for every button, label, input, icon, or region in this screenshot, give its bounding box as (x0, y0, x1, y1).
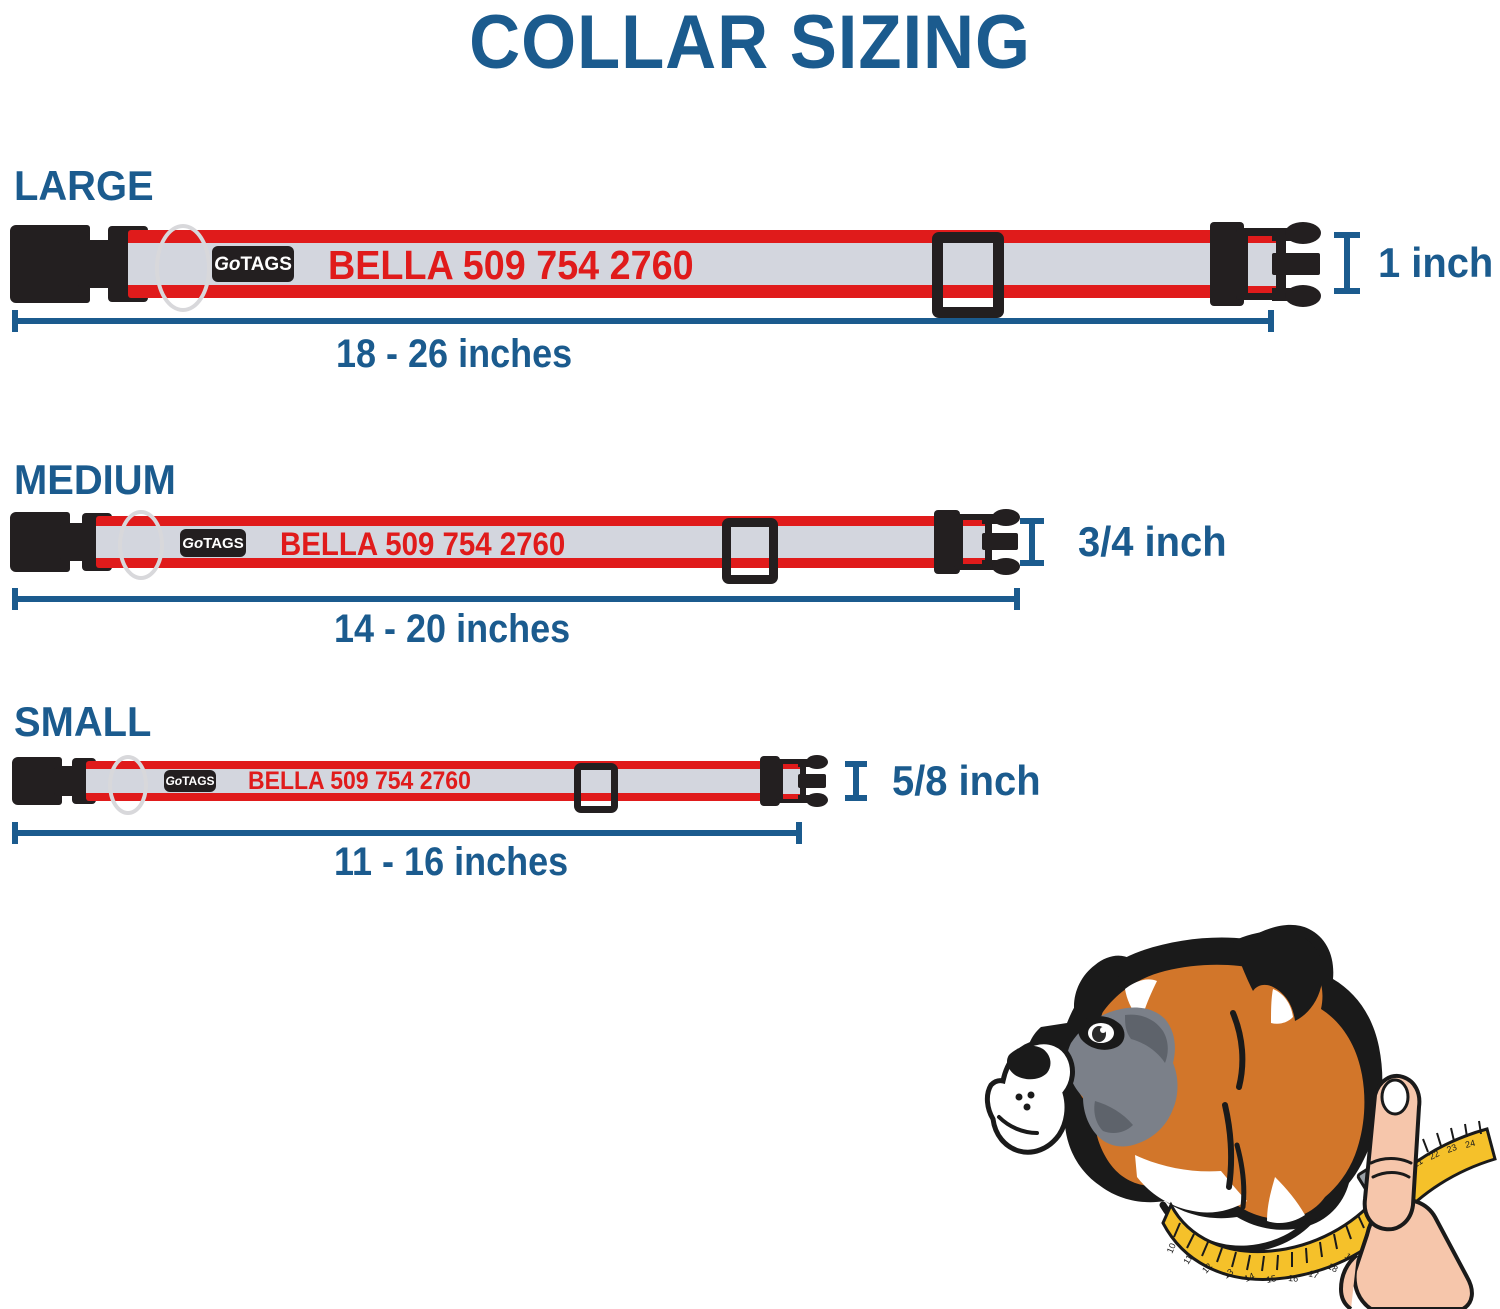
strap-inner-large (128, 243, 1238, 285)
length-dimension-large (12, 310, 1274, 332)
width-indicator-large (1334, 232, 1360, 294)
width-label-small: 5/8 inch (892, 757, 1041, 804)
slider-adjuster-small (574, 763, 618, 813)
logo-go-text: Go (182, 534, 204, 552)
size-label-large: LARGE (14, 162, 154, 209)
length-label-large: 18 - 26 inches (336, 332, 573, 376)
svg-text:24: 24 (1464, 1138, 1476, 1150)
dog-head-group (984, 924, 1383, 1253)
width-label-large: 1 inch (1378, 239, 1494, 286)
dog-neck-fold-2 (1222, 1102, 1235, 1190)
svg-text:23: 23 (1445, 1142, 1458, 1155)
length-label-medium: 14 - 20 inches (334, 607, 571, 651)
svg-text:13: 13 (1221, 1267, 1235, 1281)
dog-measuring-illustration: 10 11 12 13 14 15 16 17 18 19 20 21 22 2… (975, 905, 1500, 1309)
width-label-medium: 3/4 inch (1078, 518, 1227, 565)
svg-text:12: 12 (1200, 1261, 1214, 1275)
dog-chest-white (1135, 1155, 1247, 1213)
dog-ear-near (1233, 930, 1323, 1021)
dog-nose (1007, 1045, 1051, 1080)
dog-mask-shade (1125, 1014, 1168, 1063)
dog-chest-white-right (1267, 1177, 1305, 1223)
svg-text:14: 14 (1243, 1271, 1256, 1284)
dog-neck-fold (1230, 1010, 1246, 1090)
whisker-dot (1027, 1091, 1035, 1099)
collar-print-large: BELLA 509 754 2760 (328, 242, 694, 288)
d-ring-medium (118, 510, 164, 580)
logo-go-text: Go (214, 253, 241, 275)
d-ring-small (108, 755, 148, 815)
dog-neck-fold-3 (1234, 1142, 1247, 1210)
svg-text:10: 10 (1165, 1242, 1178, 1255)
logo-tags-text: TAGS (240, 253, 292, 275)
d-ring-large (155, 224, 211, 312)
svg-text:16: 16 (1288, 1273, 1299, 1284)
gotags-logo-patch-large: GoTAGS (212, 246, 294, 282)
logo-tags-text: TAGS (182, 774, 215, 788)
buckle-left-large (10, 225, 90, 303)
buckle-left-small (12, 757, 62, 805)
hand-thumb (1338, 1253, 1359, 1309)
gotags-logo-patch-small: GoTAGS (164, 770, 216, 792)
logo-tags-text: TAGS (203, 534, 244, 552)
page-title: COLLAR SIZING (469, 0, 1031, 85)
svg-text:15: 15 (1265, 1273, 1277, 1285)
knuckle-crease-2 (1371, 1171, 1411, 1179)
fingernail (1380, 1078, 1410, 1116)
whisker-dot (1015, 1093, 1023, 1101)
slider-adjuster-large (932, 232, 1004, 318)
slider-adjuster-medium (722, 518, 778, 584)
length-dimension-small (12, 822, 802, 844)
dog-jowl-line (997, 1115, 1039, 1135)
knuckle-crease (1369, 1157, 1413, 1165)
whisker-dot (1023, 1103, 1031, 1111)
dog-eye-glint (1100, 1027, 1106, 1033)
hand-index-finger (1362, 1074, 1422, 1232)
collar-print-medium: BELLA 509 754 2760 (280, 526, 566, 562)
gotags-logo-patch-medium: GoTAGS (180, 529, 246, 557)
logo-go-text: Go (165, 774, 183, 788)
dog-ear-highlight (1271, 989, 1293, 1024)
size-label-medium: MEDIUM (14, 456, 176, 503)
svg-text:17: 17 (1307, 1268, 1319, 1280)
length-label-small: 11 - 16 inches (334, 840, 569, 884)
size-label-small: SMALL (14, 698, 152, 745)
svg-text:22: 22 (1427, 1148, 1440, 1161)
dog-mask-shade-lower (1094, 1101, 1133, 1133)
svg-text:18: 18 (1326, 1261, 1340, 1275)
tape-numbers: 10 11 12 13 14 15 16 17 18 19 20 21 22 2… (1165, 1138, 1477, 1285)
hand-group (1338, 1074, 1474, 1309)
width-indicator-medium (1020, 518, 1044, 566)
collar-print-small: BELLA 509 754 2760 (248, 767, 471, 795)
width-indicator-small (845, 761, 867, 801)
length-dimension-medium (12, 588, 1020, 610)
svg-text:11: 11 (1181, 1253, 1194, 1266)
